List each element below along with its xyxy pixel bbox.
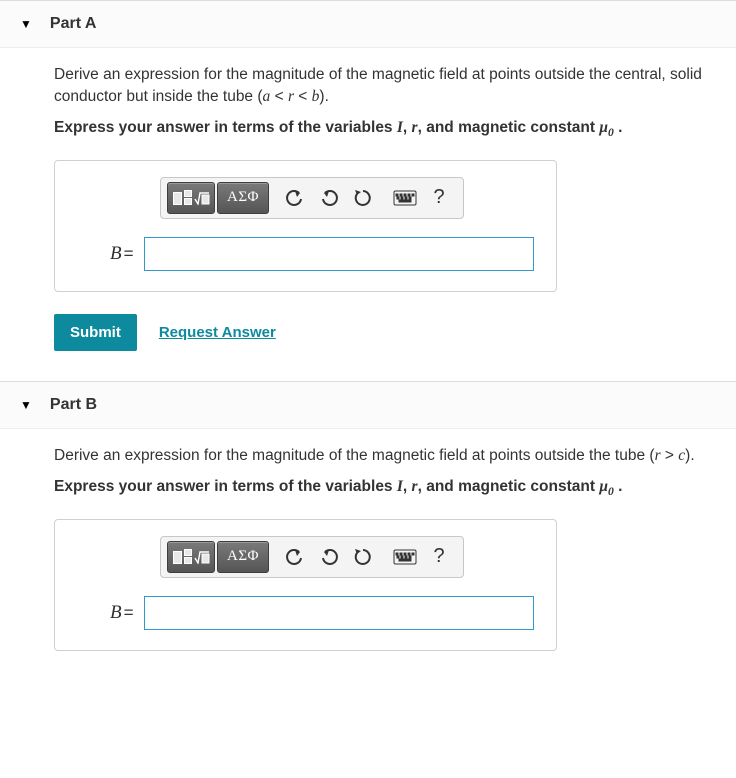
answer-input[interactable] — [144, 596, 534, 630]
part-header[interactable]: ▼ Part A — [0, 1, 736, 47]
question-text: Derive an expression for the magnitude o… — [54, 445, 716, 467]
reset-button[interactable] — [347, 541, 379, 573]
greek-symbols-button[interactable]: ΑΣΦ — [217, 182, 269, 214]
instruction-text: Express your answer in terms of the vari… — [54, 476, 716, 500]
caret-down-icon: ▼ — [20, 17, 32, 31]
equation-toolbar: ΑΣΦ ? — [160, 177, 464, 219]
instruction-text: Express your answer in terms of the vari… — [54, 117, 716, 141]
reset-button[interactable] — [347, 182, 379, 214]
part-body: Derive an expression for the magnitude o… — [0, 428, 736, 681]
submit-button[interactable]: Submit — [54, 314, 137, 351]
part-title: Part B — [50, 396, 97, 414]
answer-panel: ΑΣΦ ? B= — [54, 160, 557, 292]
redo-button[interactable] — [313, 541, 345, 573]
keyboard-button[interactable] — [389, 182, 421, 214]
keyboard-button[interactable] — [389, 541, 421, 573]
answer-panel: ΑΣΦ ? B= — [54, 519, 557, 651]
part-body: Derive an expression for the magnitude o… — [0, 47, 736, 381]
redo-button[interactable] — [313, 182, 345, 214]
question-text: Derive an expression for the magnitude o… — [54, 64, 716, 107]
answer-lhs: B= — [110, 243, 140, 265]
help-button[interactable]: ? — [423, 182, 455, 214]
undo-button[interactable] — [279, 182, 311, 214]
greek-symbols-button[interactable]: ΑΣΦ — [217, 541, 269, 573]
action-row: Submit Request Answer — [54, 314, 716, 351]
math-templates-button[interactable] — [167, 541, 215, 573]
request-answer-link[interactable]: Request Answer — [159, 324, 276, 341]
undo-button[interactable] — [279, 541, 311, 573]
equation-toolbar: ΑΣΦ ? — [160, 536, 464, 578]
caret-down-icon: ▼ — [20, 398, 32, 412]
part-0: ▼ Part A Derive an expression for the ma… — [0, 0, 736, 381]
part-title: Part A — [50, 15, 97, 33]
help-button[interactable]: ? — [423, 541, 455, 573]
answer-lhs: B= — [110, 602, 140, 624]
answer-input[interactable] — [144, 237, 534, 271]
math-templates-button[interactable] — [167, 182, 215, 214]
part-header[interactable]: ▼ Part B — [0, 382, 736, 428]
part-1: ▼ Part B Derive an expression for the ma… — [0, 381, 736, 681]
